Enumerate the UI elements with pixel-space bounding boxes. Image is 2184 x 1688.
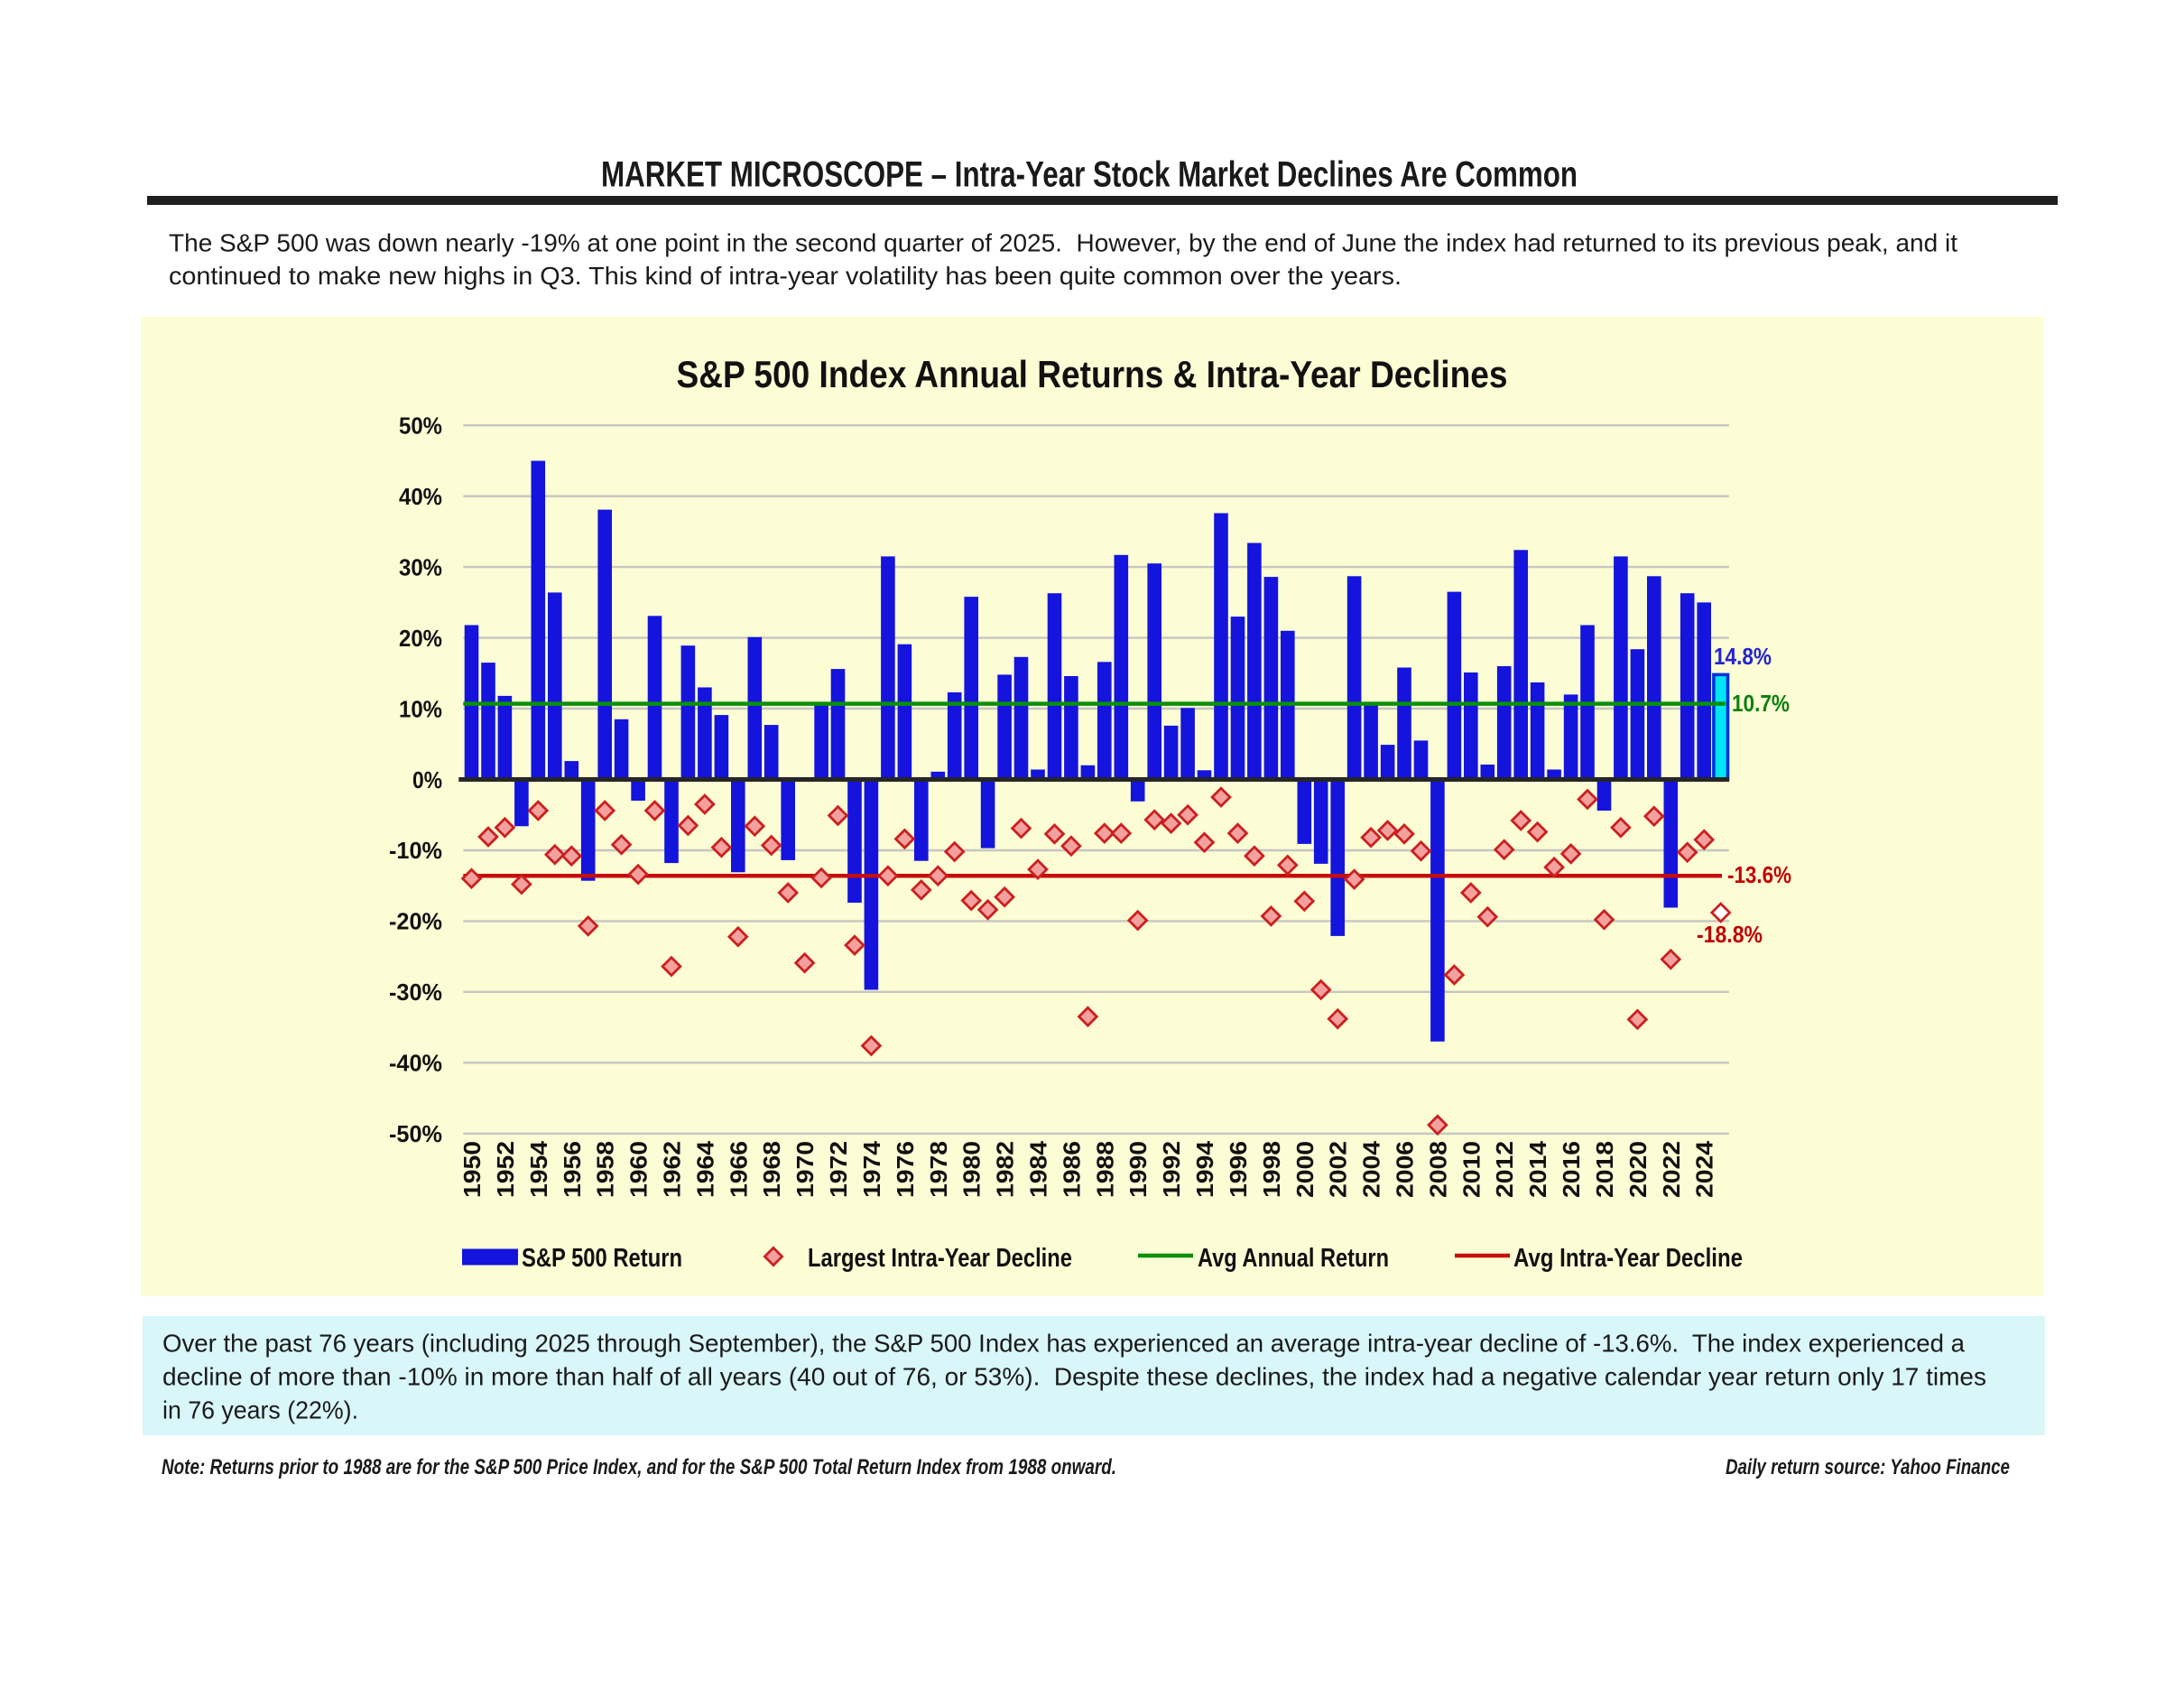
- svg-text:1950: 1950: [458, 1141, 486, 1198]
- svg-text:1966: 1966: [725, 1141, 752, 1198]
- svg-text:MARKET MICROSCOPE – Intra-Year: MARKET MICROSCOPE – Intra-Year Stock Mar…: [601, 155, 1578, 195]
- svg-text:1964: 1964: [691, 1140, 718, 1198]
- svg-text:1994: 1994: [1191, 1140, 1218, 1198]
- svg-text:Daily return source: Yahoo Fin: Daily return source: Yahoo Finance: [1726, 1455, 2010, 1479]
- svg-text:40%: 40%: [399, 485, 442, 510]
- svg-text:1976: 1976: [892, 1141, 919, 1198]
- svg-text:2024: 2024: [1691, 1140, 1718, 1198]
- svg-text:1978: 1978: [925, 1141, 952, 1198]
- svg-text:2006: 2006: [1392, 1141, 1419, 1198]
- svg-text:1980: 1980: [958, 1141, 986, 1198]
- svg-text:1992: 1992: [1158, 1141, 1185, 1198]
- svg-text:continued to make new highs in: continued to make new highs in Q3. This …: [169, 262, 1402, 290]
- svg-text:S&P 500 Index Annual Returns &: S&P 500 Index Annual Returns & Intra-Yea…: [677, 353, 1508, 395]
- svg-text:2010: 2010: [1458, 1141, 1485, 1198]
- svg-text:2016: 2016: [1558, 1141, 1585, 1198]
- svg-text:2004: 2004: [1358, 1140, 1385, 1198]
- svg-text:1988: 1988: [1091, 1141, 1118, 1198]
- svg-text:14.8%: 14.8%: [1714, 645, 1772, 670]
- svg-text:Largest Intra-Year Decline: Largest Intra-Year Decline: [808, 1244, 1072, 1273]
- svg-text:decline of more than -10% in m: decline of more than -10% in more than h…: [162, 1363, 1986, 1391]
- svg-text:The S&P 500 was down nearly -1: The S&P 500 was down nearly -19% at one …: [169, 229, 1957, 257]
- svg-text:1982: 1982: [992, 1141, 1019, 1198]
- svg-text:2000: 2000: [1291, 1141, 1319, 1198]
- svg-text:50%: 50%: [399, 414, 442, 440]
- svg-text:2012: 2012: [1491, 1141, 1518, 1198]
- svg-text:-20%: -20%: [389, 910, 442, 935]
- svg-text:10.7%: 10.7%: [1732, 691, 1790, 717]
- svg-text:1998: 1998: [1258, 1141, 1285, 1198]
- svg-text:2014: 2014: [1524, 1140, 1551, 1198]
- svg-text:-30%: -30%: [389, 980, 442, 1006]
- svg-text:1986: 1986: [1058, 1141, 1085, 1198]
- svg-text:in 76 years (22%).: in 76 years (22%).: [162, 1396, 358, 1424]
- svg-text:1972: 1972: [825, 1141, 852, 1198]
- svg-text:2008: 2008: [1424, 1141, 1451, 1198]
- svg-text:-10%: -10%: [389, 839, 442, 864]
- svg-text:1968: 1968: [758, 1141, 785, 1198]
- svg-text:-13.6%: -13.6%: [1727, 863, 1791, 888]
- svg-text:20%: 20%: [399, 626, 442, 652]
- svg-text:2020: 2020: [1624, 1141, 1652, 1198]
- svg-text:-40%: -40%: [389, 1052, 442, 1077]
- svg-text:1954: 1954: [525, 1140, 552, 1198]
- svg-text:1984: 1984: [1025, 1140, 1052, 1198]
- svg-text:Note: Returns prior to 1988 ar: Note: Returns prior to 1988 are for the …: [162, 1455, 1116, 1479]
- svg-text:2022: 2022: [1658, 1141, 1685, 1198]
- svg-text:1952: 1952: [492, 1141, 519, 1198]
- svg-text:2018: 2018: [1591, 1141, 1618, 1198]
- svg-text:30%: 30%: [399, 555, 442, 580]
- svg-text:1990: 1990: [1124, 1141, 1152, 1198]
- svg-text:Avg Annual Return: Avg Annual Return: [1198, 1244, 1389, 1273]
- svg-text:10%: 10%: [399, 697, 442, 722]
- svg-text:1970: 1970: [791, 1141, 819, 1198]
- svg-text:-50%: -50%: [389, 1122, 442, 1147]
- svg-text:1956: 1956: [559, 1141, 586, 1198]
- svg-text:1960: 1960: [625, 1141, 652, 1198]
- svg-text:S&P 500 Return: S&P 500 Return: [522, 1244, 682, 1273]
- svg-text:1996: 1996: [1225, 1141, 1252, 1198]
- svg-text:Avg Intra-Year Decline: Avg Intra-Year Decline: [1513, 1244, 1743, 1273]
- svg-text:2002: 2002: [1325, 1141, 1352, 1198]
- svg-text:-18.8%: -18.8%: [1697, 923, 1763, 948]
- svg-text:0%: 0%: [412, 768, 442, 793]
- svg-text:1958: 1958: [592, 1141, 619, 1198]
- svg-text:Over the past 76 years (includ: Over the past 76 years (including 2025 t…: [162, 1330, 1965, 1358]
- svg-text:1974: 1974: [858, 1140, 885, 1198]
- svg-text:1962: 1962: [659, 1141, 686, 1198]
